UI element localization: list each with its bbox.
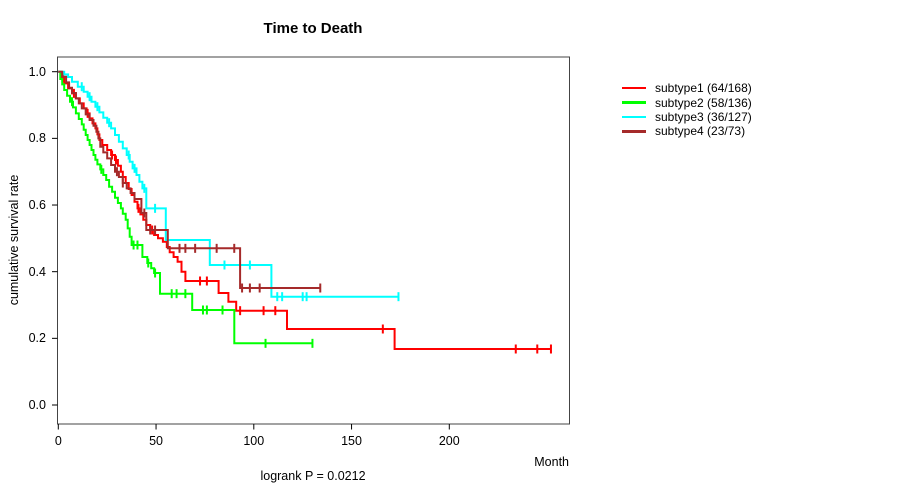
legend-line-icon	[622, 86, 646, 90]
x-tick-label: 200	[438, 434, 460, 448]
legend-item-subtype2: subtype2 (58/136)	[622, 95, 752, 110]
x-tick-label: 50	[149, 434, 163, 448]
legend-label: subtype4 (23/73)	[655, 124, 746, 139]
legend-line-icon	[622, 130, 646, 133]
curve-subtype2	[58, 70, 313, 345]
x-tick-label: 0	[54, 434, 62, 448]
x-tick-label: 150	[341, 434, 362, 448]
legend-line-icon	[622, 115, 646, 119]
legend-label: subtype1 (64/168)	[655, 81, 752, 96]
y-axis-title: cumulative survival rate	[7, 174, 21, 306]
chart-title: Time to Death	[263, 20, 363, 37]
legend-line-icon	[622, 101, 646, 104]
y-tick-label: 0.0	[28, 398, 46, 412]
legend: subtype1 (64/168) subtype2 (58/136) subt…	[622, 81, 752, 139]
legend-item-subtype4: subtype4 (23/73)	[622, 124, 752, 138]
y-tick-label: 0.8	[28, 131, 46, 146]
y-tick-label: 1.0	[28, 64, 46, 79]
legend-item-subtype1: subtype1 (64/168)	[622, 81, 752, 95]
curve-subtype4	[58, 70, 321, 289]
legend-label: subtype2 (58/136)	[655, 95, 752, 110]
legend-label: subtype3 (36/127)	[655, 109, 752, 124]
y-tick-label: 0.4	[28, 264, 46, 279]
logrank-p-annotation: logrank P = 0.0212	[260, 469, 366, 483]
plot-box	[57, 56, 570, 425]
curve-subtype1	[58, 70, 551, 350]
x-tick-label: 100	[243, 434, 265, 448]
y-tick-label: 0.2	[28, 331, 46, 346]
y-tick-label: 0.6	[28, 198, 46, 213]
legend-item-subtype3: subtype3 (36/127)	[622, 110, 752, 124]
x-axis-title: Month	[534, 455, 569, 469]
